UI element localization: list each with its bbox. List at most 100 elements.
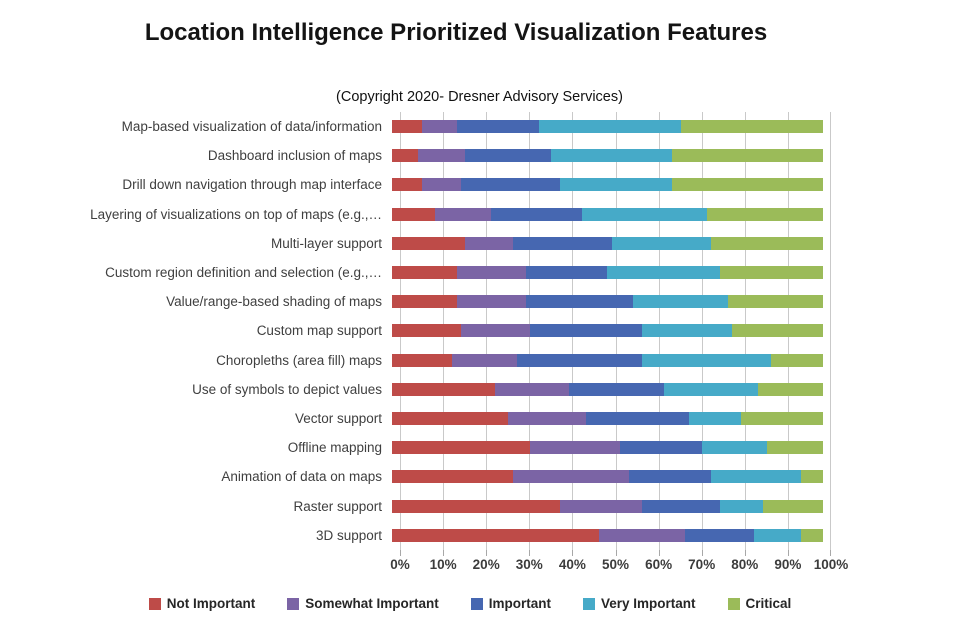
bar-segment-very-important (689, 412, 742, 426)
bar-segment-important (465, 149, 552, 163)
bar-track (392, 266, 823, 280)
bar-track (392, 178, 823, 192)
bar-track (392, 470, 823, 484)
category-label: Custom region definition and selection (… (105, 265, 382, 281)
bar-segment-important (525, 295, 634, 309)
axis-tick (529, 550, 531, 556)
legend-swatch-icon (582, 597, 595, 610)
bar-segment-critical (719, 266, 823, 280)
bar-track (392, 324, 823, 338)
bar-segment-not-important (392, 266, 457, 280)
legend-label: Not Important (166, 596, 256, 611)
bar-row: Layering of visualizations on top of map… (0, 200, 959, 229)
x-axis-tick-label: 40% (558, 557, 586, 572)
legend-label: Very Important (600, 596, 696, 611)
x-axis-tick-label: 50% (601, 557, 630, 572)
bar-segment-not-important (392, 412, 509, 426)
bar-segment-critical (680, 120, 823, 134)
bar-track (392, 120, 823, 134)
bar-segment-important (629, 470, 711, 484)
bar-segment-not-important (392, 499, 561, 513)
legend-swatch-icon (470, 597, 483, 610)
bar-track (392, 149, 823, 163)
bar-segment-important (685, 528, 755, 542)
axis-tick (400, 550, 401, 556)
bar-segment-important (491, 207, 582, 221)
bar-segment-not-important (392, 295, 457, 309)
x-axis-tick-label: 60% (645, 557, 673, 572)
axis-tick (701, 550, 703, 556)
bar-row: Custom region definition and selection (… (0, 258, 959, 287)
legend-item-important: Important (470, 596, 551, 611)
bar-segment-somewhat-important (435, 207, 492, 221)
bar-segment-important (512, 236, 612, 250)
bar-segment-critical (762, 499, 823, 513)
x-axis-tick-label: 80% (731, 557, 759, 572)
legend-label: Critical (745, 596, 792, 611)
axis-tick (830, 550, 831, 556)
bar-segment-critical (710, 236, 823, 250)
bar-segment-somewhat-important (452, 353, 517, 367)
bar-segment-somewhat-important (465, 236, 513, 250)
axis-tick (787, 550, 789, 556)
bar-segment-very-important (754, 528, 802, 542)
category-label: Layering of visualizations on top of map… (90, 206, 382, 222)
bar-segment-critical (801, 470, 823, 484)
x-axis-tick-label: 10% (429, 557, 457, 572)
x-axis-labels: 0% 10% 20% 30% 40% 50% 60% 70% 80% 90% 100% (390, 557, 848, 575)
legend-swatch-icon (727, 597, 740, 610)
bar-segment-somewhat-important (560, 499, 642, 513)
bar-track (392, 353, 823, 367)
bar-segment-not-important (392, 382, 496, 396)
bar-segment-somewhat-important (495, 382, 569, 396)
bar-row: Drill down navigation through map interf… (0, 170, 959, 199)
bar-track (392, 236, 823, 250)
legend: Not Important Somewhat Important Important… (0, 596, 940, 611)
bar-segment-not-important (392, 324, 461, 338)
bar-segment-important (620, 441, 703, 455)
bar-track (392, 528, 823, 542)
bar-segment-not-important (392, 149, 418, 163)
category-label: Use of symbols to depict values (192, 381, 382, 397)
bar-segment-important (525, 266, 608, 280)
bar-row: Multi-layer support (0, 229, 959, 258)
bar-segment-somewhat-important (456, 266, 526, 280)
bar-segment-somewhat-important (460, 324, 530, 338)
bar-segment-somewhat-important (598, 528, 686, 542)
x-axis-tick-label: 70% (688, 557, 716, 572)
bar-segment-not-important (392, 120, 423, 134)
bar-row: Offline mapping (0, 433, 959, 462)
bar-track (392, 295, 823, 309)
bar-segment-important (568, 382, 664, 396)
bar-track (392, 499, 823, 513)
x-axis-tick-label: 20% (472, 557, 500, 572)
bar-segment-critical (801, 528, 823, 542)
category-label: Map-based visualization of data/informat… (121, 119, 382, 135)
category-label: 3D support (315, 527, 382, 543)
axis-tick (572, 550, 574, 556)
bar-row: 3D support (0, 521, 959, 550)
category-label: Vector support (294, 411, 382, 427)
bar-segment-important (460, 178, 561, 192)
bar-segment-important (641, 499, 720, 513)
bar-segment-very-important (607, 266, 720, 280)
bar-segment-not-important (392, 470, 513, 484)
bar-row: Animation of data on maps (0, 462, 959, 491)
bar-row: Custom map support (0, 316, 959, 345)
gridline (830, 112, 831, 550)
category-label: Multi-layer support (270, 235, 382, 251)
category-label: Animation of data on maps (221, 469, 382, 485)
bar-segment-critical (672, 149, 823, 163)
bar-row: Vector support (0, 404, 959, 433)
bar-segment-important (585, 412, 690, 426)
category-label: Drill down navigation through map interf… (122, 177, 382, 193)
bar-segment-somewhat-important (508, 412, 586, 426)
bar-segment-very-important (560, 178, 673, 192)
bar-segment-very-important (710, 470, 802, 484)
bar-segment-not-important (392, 178, 423, 192)
bar-segment-critical (706, 207, 823, 221)
x-axis-tick-label: 90% (774, 557, 802, 572)
legend-item-very-important: Very Important (582, 596, 696, 611)
x-axis-tick-label: 100% (813, 557, 849, 572)
chart-subtitle: (Copyright 2020- Dresner Advisory Servic… (336, 89, 623, 105)
